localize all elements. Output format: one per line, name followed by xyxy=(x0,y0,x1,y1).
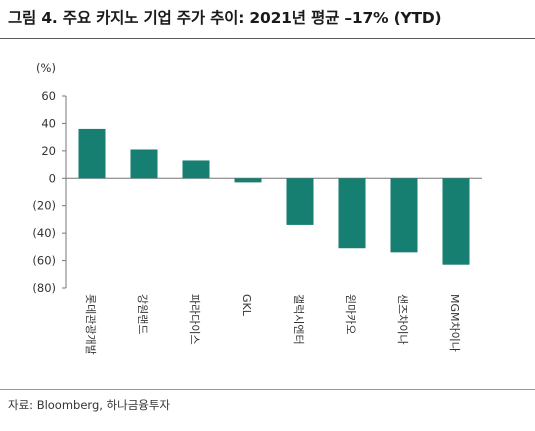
bar-3 xyxy=(182,160,210,179)
footer-divider xyxy=(0,389,535,390)
category-label-3: 파라다이스 xyxy=(188,294,201,345)
chart-title: 그림 4. 주요 카지노 기업 주가 추이: 2021년 평균 –17% (YT… xyxy=(8,9,442,27)
category-label-2: 강원랜드 xyxy=(136,294,149,334)
category-label-5: 갤럭시엔터 xyxy=(292,294,305,345)
category-label-6: 윈마카오 xyxy=(344,294,358,334)
bar-2 xyxy=(130,149,158,179)
category-label-8: MGM차이나 xyxy=(448,294,461,352)
bar-7 xyxy=(390,178,418,253)
source-note: 자료: Bloomberg, 하나금융투자 xyxy=(8,398,171,412)
category-labels: 롯데관광개발 강원랜드 파라다이스 GKL 갤럭시엔터 윈마카오 샌즈차이나 MGM차이나 xyxy=(84,294,461,355)
bar-4 xyxy=(234,178,262,183)
y-tick-label: 20 xyxy=(41,144,56,158)
y-tick-label: (80) xyxy=(32,281,56,295)
bar-6 xyxy=(338,178,366,249)
bars-group xyxy=(78,128,470,265)
bar-8 xyxy=(442,178,470,265)
y-tick-label: 60 xyxy=(41,89,56,103)
category-label-1: 롯데관광개발 xyxy=(84,294,97,355)
bar-1 xyxy=(78,128,106,179)
y-tick-label: (20) xyxy=(32,199,56,213)
bar-5 xyxy=(286,178,314,225)
title-divider xyxy=(0,38,535,39)
y-tick-label: (60) xyxy=(32,254,56,268)
y-tick-label: 40 xyxy=(41,116,56,130)
category-label-4: GKL xyxy=(240,294,253,317)
y-axis-unit-label: (%) xyxy=(36,61,56,75)
category-label-7: 샌즈차이나 xyxy=(396,294,409,345)
y-tick-label: 0 xyxy=(49,171,56,185)
y-tick-label: (40) xyxy=(32,226,56,240)
